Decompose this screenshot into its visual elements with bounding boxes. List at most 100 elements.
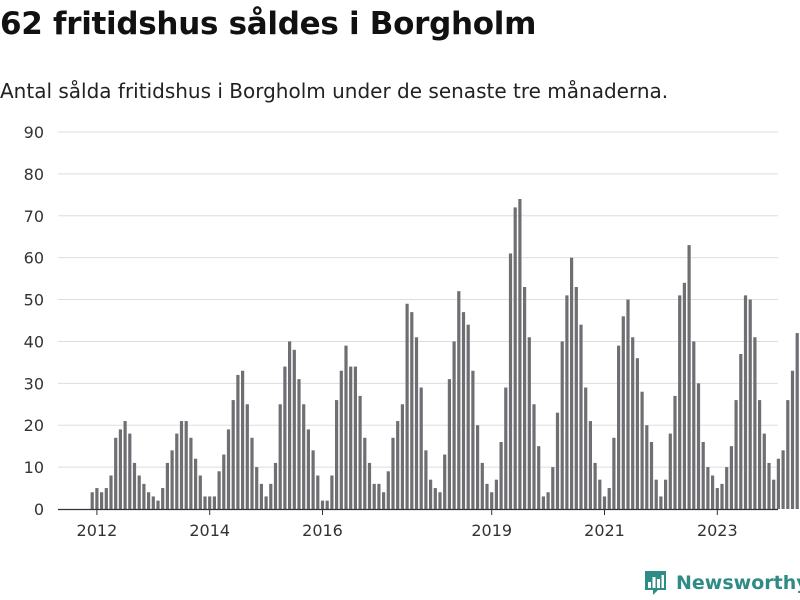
bar [480, 462, 484, 509]
bar [100, 492, 104, 509]
bar [584, 387, 588, 509]
bar [194, 458, 198, 509]
bar [297, 379, 301, 509]
bar [518, 199, 522, 509]
chart-title: 62 fritidshus såldes i Borgholm [0, 6, 537, 42]
bar [114, 437, 118, 509]
bar [762, 433, 766, 509]
bar [772, 479, 776, 509]
bar [523, 286, 527, 509]
bar [255, 467, 259, 509]
bar [250, 437, 254, 509]
bar [565, 295, 569, 509]
bar [184, 421, 188, 509]
bar [734, 400, 738, 509]
y-tick-label: 90 [24, 123, 44, 142]
bar [687, 245, 691, 509]
bar [471, 370, 475, 509]
bar [405, 303, 409, 509]
bar [508, 253, 513, 509]
bar [438, 492, 442, 509]
bar [457, 291, 461, 509]
bar [452, 341, 456, 509]
bar [165, 462, 169, 509]
bar [678, 295, 682, 509]
x-tick-label: 2019 [471, 521, 512, 540]
bar [302, 404, 306, 509]
bar [790, 370, 795, 509]
bar [551, 467, 555, 509]
bar [320, 500, 325, 509]
bar [330, 475, 334, 509]
x-tick-label: 2021 [584, 521, 625, 540]
bar [259, 483, 263, 509]
bar [311, 450, 315, 509]
bar [316, 475, 320, 509]
bar [739, 354, 743, 509]
bar [692, 341, 696, 509]
bar [335, 400, 339, 509]
bar [767, 462, 771, 509]
y-tick-label: 0 [34, 500, 44, 519]
bar [391, 437, 395, 509]
bar [433, 488, 437, 509]
y-tick-label: 10 [24, 458, 44, 477]
bar [701, 441, 705, 509]
bar [725, 467, 729, 509]
bar [631, 337, 635, 509]
bar [476, 425, 480, 509]
bar [537, 446, 541, 509]
bar [574, 286, 578, 509]
bar [621, 316, 625, 509]
bar [706, 467, 710, 509]
bar [198, 475, 202, 509]
bar [579, 324, 583, 509]
bar [499, 441, 503, 509]
bar [123, 421, 127, 509]
bar [758, 400, 762, 509]
bar [170, 450, 174, 509]
bar [128, 433, 132, 509]
bar [400, 404, 404, 509]
bar [570, 257, 574, 509]
bar [231, 400, 235, 509]
newsworthy-logo-text: Newsworthy [676, 572, 800, 594]
bar [179, 421, 184, 509]
bar [222, 454, 226, 509]
x-tick-label: 2023 [697, 521, 738, 540]
bar [485, 483, 489, 509]
newsworthy-logo: Newsworthy [643, 569, 800, 597]
bar [490, 492, 494, 509]
bar [273, 462, 278, 509]
bar [786, 400, 790, 509]
bar [696, 383, 701, 509]
bar [781, 450, 785, 509]
bar [513, 207, 517, 509]
y-tick-label: 60 [24, 249, 44, 268]
bar [682, 282, 686, 509]
bar [161, 488, 165, 509]
bar [720, 483, 724, 509]
bar [598, 479, 602, 509]
bar [377, 483, 381, 509]
bar [626, 299, 630, 509]
bar [226, 429, 231, 509]
bar [283, 366, 287, 509]
bar [410, 312, 414, 509]
bar [664, 479, 668, 509]
newsworthy-logo-icon [645, 571, 666, 595]
bar [363, 437, 367, 509]
y-tick-label: 70 [24, 207, 44, 226]
bar [602, 496, 607, 509]
bar [137, 475, 141, 509]
bar [414, 337, 419, 509]
bar [358, 395, 362, 509]
bar [147, 492, 151, 509]
bar [142, 483, 146, 509]
bar [560, 341, 564, 509]
bar [429, 479, 433, 509]
bar [269, 483, 273, 509]
bar [367, 462, 372, 509]
bar [649, 441, 654, 509]
